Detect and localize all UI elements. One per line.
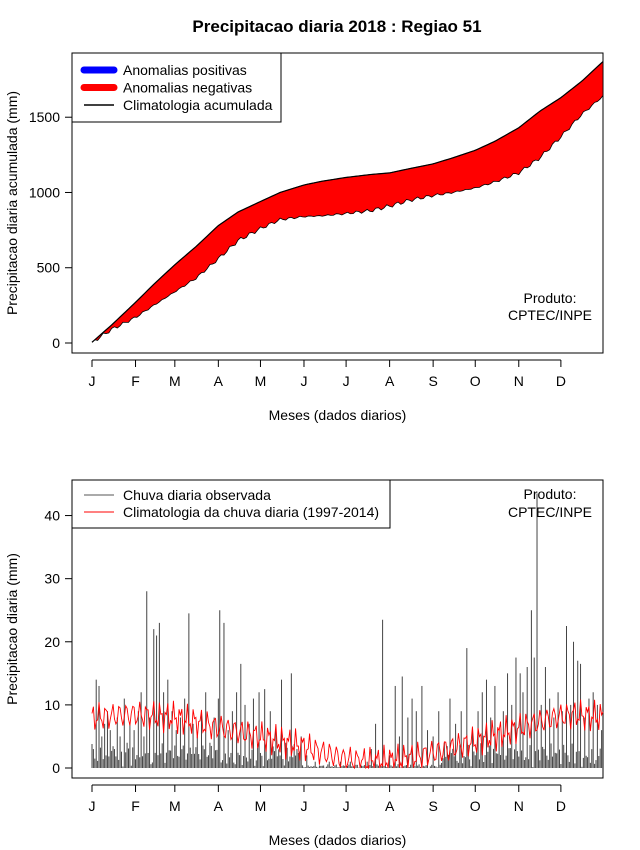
bottom-x-tick-label: A [214,798,224,814]
top-x-tick-label: A [385,373,395,389]
top-x-tick-label: N [514,373,524,389]
bottom-x-tick-label: N [514,798,524,814]
top-legend: Anomalias positivas Anomalias negativasCl… [71,52,282,123]
top-x-tick-label: J [300,373,307,389]
bottom-x-tick-label: A [385,798,395,814]
chart-title: Precipitacao diaria 2018 : Regiao 51 [192,17,481,36]
climatology-cumulative-line [91,61,604,343]
top-legend-label: Climatologia acumulada [123,97,273,113]
bottom-x-tick-label: J [89,798,96,814]
daily-chart: 0 10 20 30 40 J F M A M J J A S O N D Meses (dados diario… [4,479,604,848]
bottom-x-tick-label: D [556,798,566,814]
bottom-legend-label: Climatologia da chuva diaria (1997-2014) [123,504,379,520]
top-y-axis-title: Precipitacao diaria acumulada (mm) [4,91,20,315]
bottom-annotation-line1: Produto: [524,486,577,502]
bottom-y-tick-label: 10 [44,697,60,713]
top-annotation-line1: Produto: [524,290,577,306]
top-y-tick-label: 1500 [29,109,60,125]
top-x-tick-label: A [214,373,224,389]
bottom-x-tick-label: F [131,798,140,814]
top-x-tick-label: J [89,373,96,389]
cumulative-chart: 0 500 1000 1500 J F M A M J J A S O N D Meses (dados dia… [4,52,604,423]
top-x-tick-label: M [169,373,181,389]
bottom-annotation-line2: CPTEC/INPE [508,504,592,520]
bottom-x-tick-label: J [343,798,350,814]
bottom-y-tick-label: 0 [52,760,60,776]
climatology-daily-line [91,699,604,770]
bottom-y-tick-label: 20 [44,634,60,650]
top-x-axis-title: Meses (dados diarios) [269,407,407,423]
top-x-tick-label: S [428,373,437,389]
bottom-x-tick-label: S [428,798,437,814]
top-x-tick-label: O [470,373,481,389]
top-legend-label: Anomalias negativas [123,80,252,96]
top-x-tick-label: F [131,373,140,389]
bottom-x-tick-label: M [255,798,267,814]
top-y-tick-label: 500 [37,260,61,276]
bottom-x-tick-label: M [169,798,181,814]
bottom-y-tick-label: 40 [44,508,60,524]
top-plot-frame [71,52,604,354]
top-x-tick-label: M [255,373,267,389]
bottom-y-axis-title: Precipitacao diaria (mm) [4,553,20,705]
top-y-tick-label: 1000 [29,184,60,200]
top-legend-label: Anomalias positivas [123,62,247,78]
top-x-tick-label: J [343,373,350,389]
bottom-y-tick-label: 30 [44,571,60,587]
bottom-legend-label: Chuva diaria observada [123,487,271,503]
bottom-legend-box [71,479,391,529]
top-annotation-line2: CPTEC/INPE [508,307,592,323]
bottom-x-tick-label: J [300,798,307,814]
top-y-tick-label: 0 [52,335,60,351]
bottom-x-tick-label: O [470,798,481,814]
bottom-x-axis-title: Meses (dados diarios) [269,832,407,848]
top-x-tick-label: D [556,373,566,389]
